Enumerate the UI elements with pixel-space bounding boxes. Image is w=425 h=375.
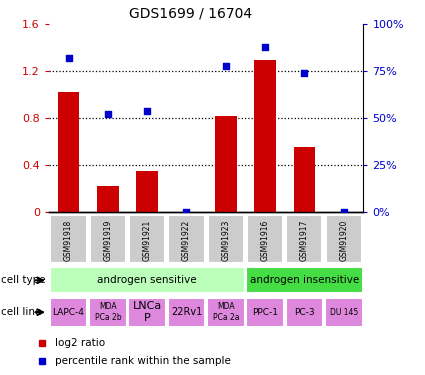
Text: GSM91921: GSM91921: [143, 220, 152, 261]
Bar: [254, 60, 276, 212]
Bar: [294, 147, 315, 212]
Bar: [97, 186, 119, 212]
Text: PPC-1: PPC-1: [252, 308, 278, 316]
FancyBboxPatch shape: [325, 297, 363, 327]
Point: [105, 111, 111, 117]
Text: GSM91916: GSM91916: [261, 220, 269, 261]
Text: MDA
PCa 2a: MDA PCa 2a: [212, 303, 239, 322]
Text: GSM91922: GSM91922: [182, 220, 191, 261]
Text: GSM91917: GSM91917: [300, 220, 309, 261]
FancyBboxPatch shape: [89, 297, 127, 327]
Title: GDS1699 / 16704: GDS1699 / 16704: [129, 6, 252, 20]
Point: [222, 63, 229, 69]
Point: [340, 209, 347, 215]
FancyBboxPatch shape: [129, 215, 165, 263]
Text: 22Rv1: 22Rv1: [171, 307, 202, 317]
Point: [183, 209, 190, 215]
Text: cell type: cell type: [1, 275, 45, 285]
Text: LAPC-4: LAPC-4: [53, 308, 85, 316]
Text: cell line: cell line: [1, 307, 41, 317]
Bar: [215, 116, 237, 212]
FancyBboxPatch shape: [286, 215, 323, 263]
FancyBboxPatch shape: [90, 215, 126, 263]
Point: [301, 70, 308, 76]
FancyBboxPatch shape: [246, 267, 363, 293]
FancyBboxPatch shape: [208, 215, 244, 263]
FancyBboxPatch shape: [168, 215, 204, 263]
FancyBboxPatch shape: [50, 267, 245, 293]
Text: GSM91918: GSM91918: [64, 220, 73, 261]
Text: androgen sensitive: androgen sensitive: [97, 275, 197, 285]
Point: [65, 55, 72, 61]
Text: GSM91919: GSM91919: [103, 220, 112, 261]
Text: LNCa
P: LNCa P: [133, 302, 162, 323]
Bar: [136, 171, 158, 212]
Text: GSM91920: GSM91920: [339, 220, 348, 261]
FancyBboxPatch shape: [167, 297, 205, 327]
Text: DU 145: DU 145: [330, 308, 358, 316]
Point: [262, 44, 269, 50]
FancyBboxPatch shape: [247, 215, 283, 263]
Bar: [58, 92, 79, 212]
FancyBboxPatch shape: [207, 297, 245, 327]
FancyBboxPatch shape: [286, 297, 323, 327]
Text: PC-3: PC-3: [294, 308, 315, 316]
FancyBboxPatch shape: [51, 215, 87, 263]
FancyBboxPatch shape: [326, 215, 362, 263]
Text: androgen insensitive: androgen insensitive: [250, 275, 359, 285]
FancyBboxPatch shape: [50, 297, 88, 327]
Text: percentile rank within the sample: percentile rank within the sample: [55, 356, 231, 366]
Text: GSM91923: GSM91923: [221, 220, 230, 261]
Text: log2 ratio: log2 ratio: [55, 338, 105, 348]
FancyBboxPatch shape: [128, 297, 166, 327]
Point: [144, 108, 150, 114]
Text: MDA
PCa 2b: MDA PCa 2b: [94, 303, 121, 322]
FancyBboxPatch shape: [246, 297, 284, 327]
